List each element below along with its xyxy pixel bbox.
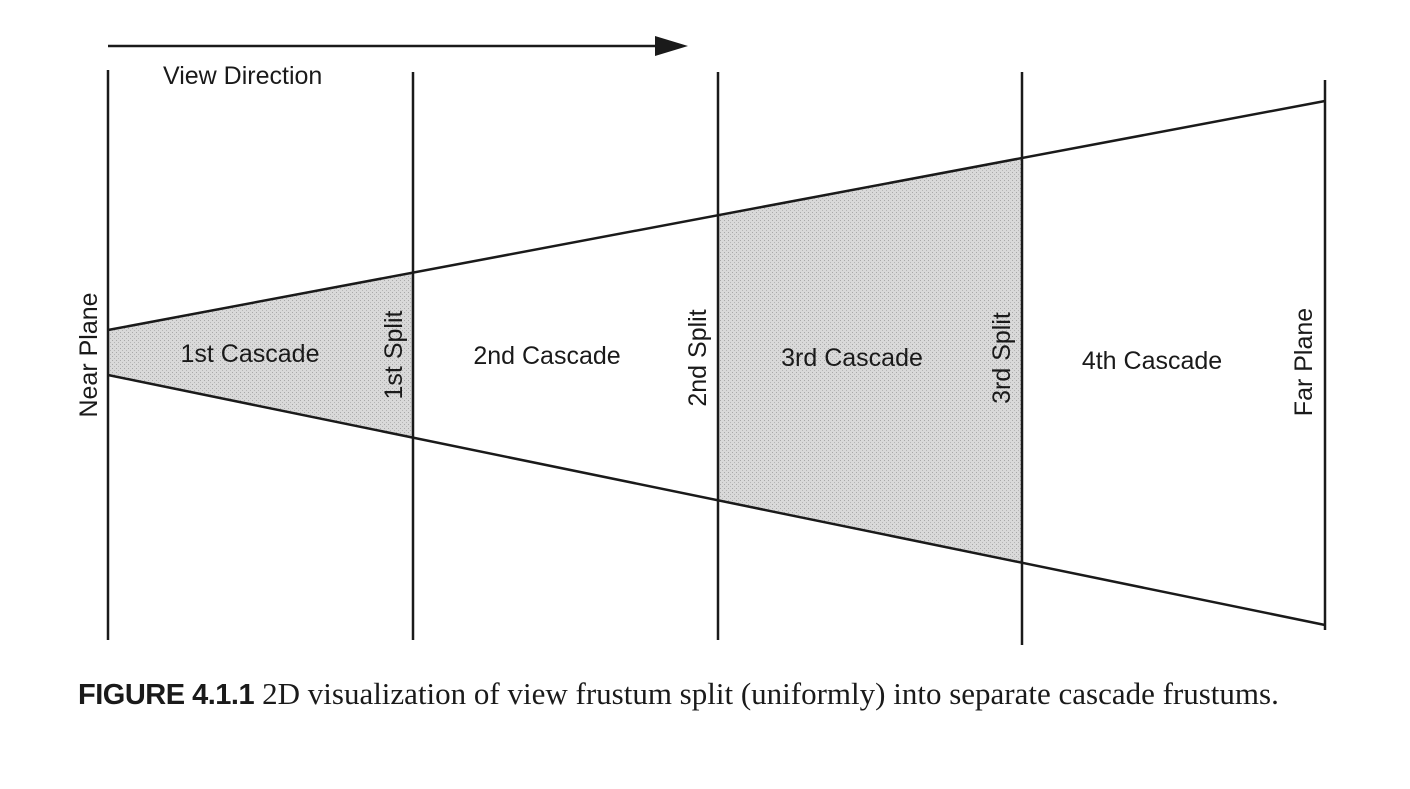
- split-1-label: 1st Split: [380, 310, 408, 399]
- figure-caption-text: 2D visualization of view frustum split (…: [262, 676, 1279, 711]
- split-2-label: 2nd Split: [684, 309, 712, 406]
- figure-label: FIGURE 4.1.1: [78, 679, 255, 711]
- cascade-1-shading: [108, 273, 413, 438]
- cascade-frustum-diagram: View Direction 1st Cascade 2nd Cascade 3…: [75, 36, 1327, 645]
- cascade-1-label: 1st Cascade: [181, 340, 320, 368]
- view-direction-arrowhead: [655, 36, 688, 56]
- frustum-bottom-edge: [107, 373, 1326, 627]
- frustum-top-edge: [107, 99, 1326, 332]
- cascade-3-shading: [718, 159, 1022, 563]
- cascade-2-label: 2nd Cascade: [473, 342, 620, 370]
- view-direction-label: View Direction: [163, 62, 322, 90]
- cascade-4-label: 4th Cascade: [1082, 347, 1222, 375]
- split-3-label: 3rd Split: [988, 312, 1016, 404]
- cascade-3-label: 3rd Cascade: [781, 344, 923, 372]
- figure-caption: FIGURE 4.1.1 2D visualization of view fru…: [78, 672, 1338, 717]
- near-plane-label: Near Plane: [75, 292, 103, 417]
- far-plane-label: Far Plane: [1290, 308, 1318, 416]
